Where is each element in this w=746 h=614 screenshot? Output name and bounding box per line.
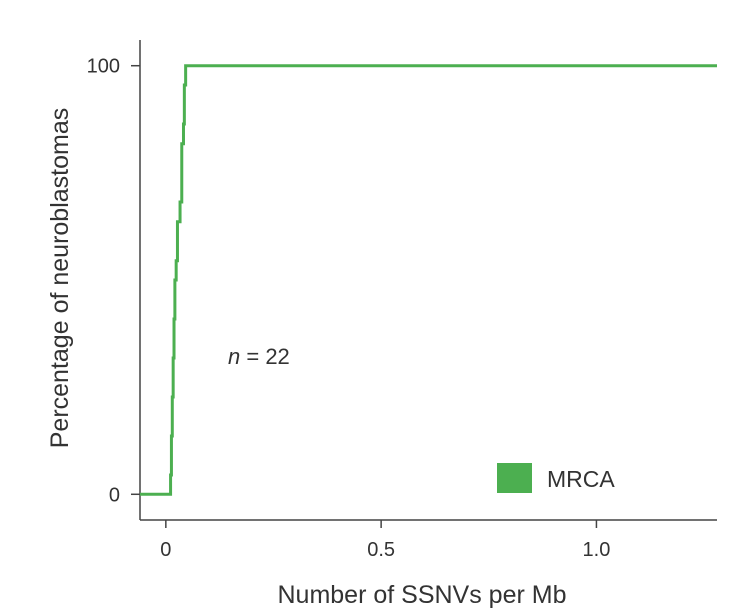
- legend-swatch-mrca: [497, 463, 532, 493]
- legend: MRCA: [497, 463, 615, 493]
- x-tick-label: 1.0: [583, 539, 611, 561]
- sample-size-annotation: n = 22: [228, 344, 290, 369]
- x-axis-title: Number of SSNVs per Mb: [278, 581, 567, 609]
- y-ticks: 0 100: [87, 56, 140, 506]
- plot-area: 0 100 0 0.5 1.0: [87, 40, 717, 561]
- series-line-mrca: [140, 64, 717, 496]
- sample-size-symbol: n: [228, 344, 240, 369]
- x-tick-label: 0.5: [367, 539, 395, 561]
- x-tick-label: 0: [160, 539, 171, 561]
- y-tick-label: 0: [109, 484, 120, 506]
- series-layer: [140, 64, 717, 496]
- x-ticks: 0 0.5 1.0: [160, 520, 610, 561]
- y-axis-title: Percentage of neuroblastomas: [46, 108, 74, 449]
- legend-label-mrca: MRCA: [547, 466, 615, 492]
- sample-size-value: = 22: [240, 344, 290, 369]
- y-tick-label: 100: [87, 56, 120, 78]
